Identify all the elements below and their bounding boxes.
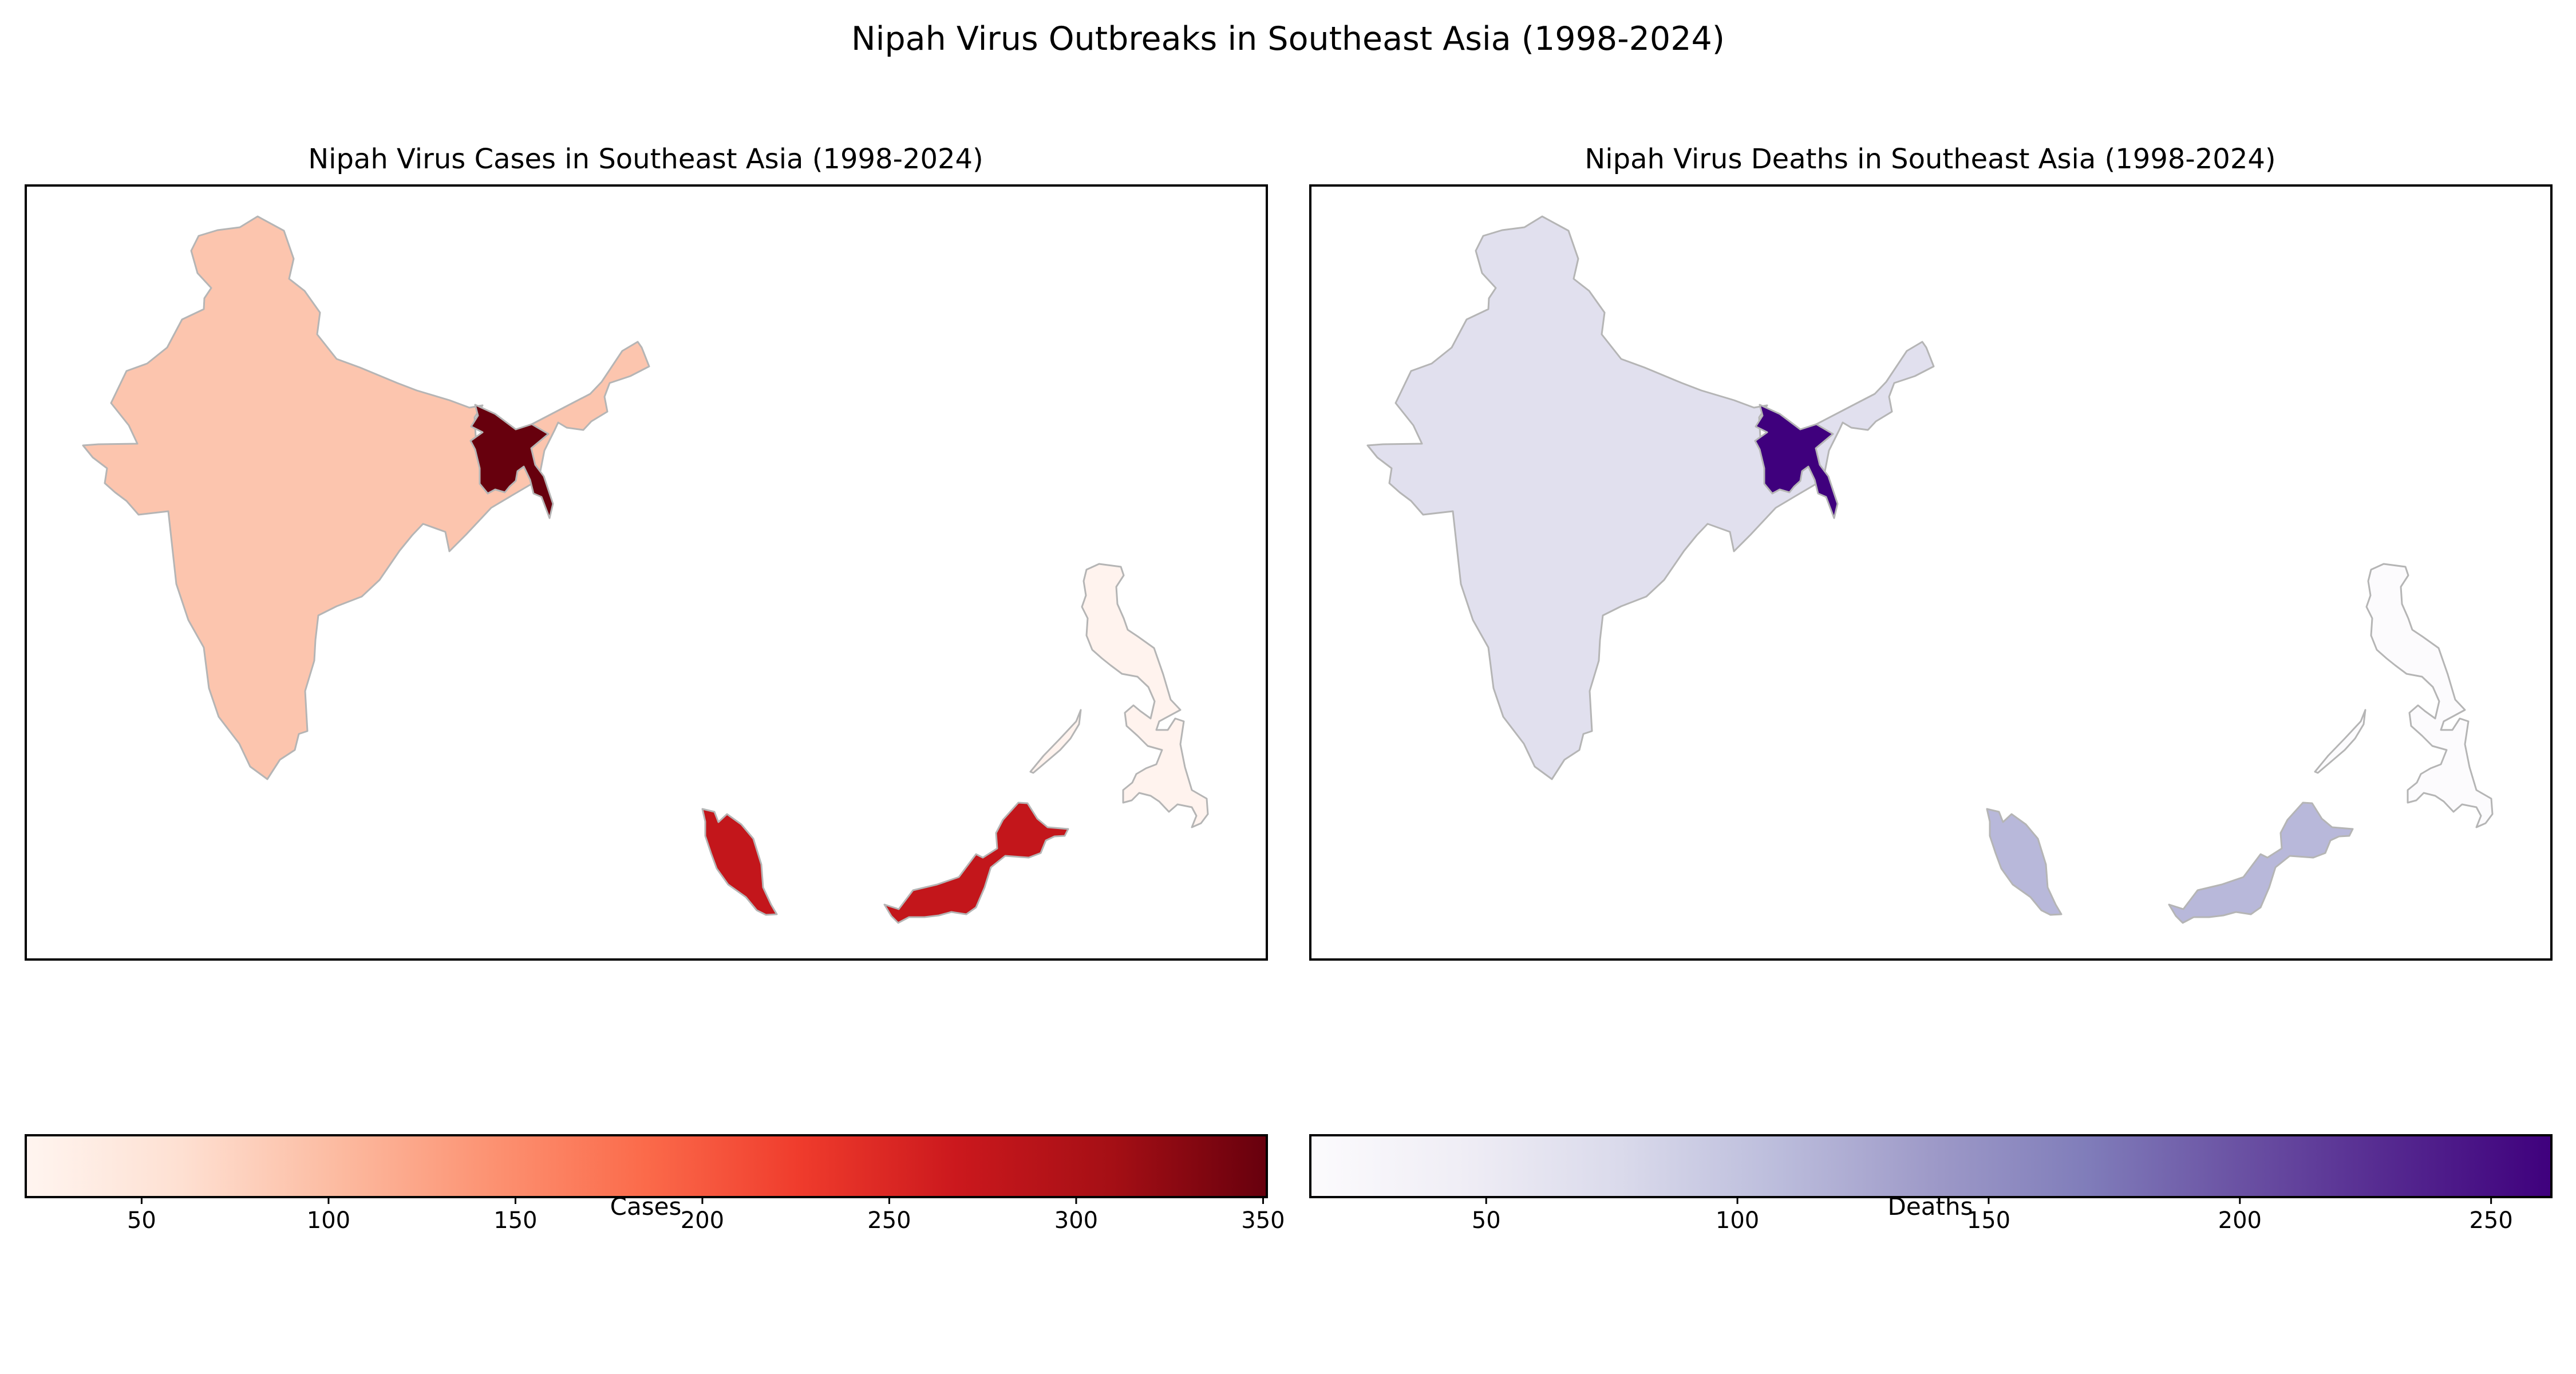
region-bangladesh-cases[interactable] xyxy=(469,404,554,519)
cases-tick-label: 100 xyxy=(307,1207,350,1234)
deaths-tick-label: 150 xyxy=(1967,1207,2010,1234)
region-malaysia-east-deaths[interactable] xyxy=(2168,802,2354,924)
region-philippines-deaths[interactable] xyxy=(2365,563,2494,828)
deaths-colorbar-label: Deaths xyxy=(1888,1193,1973,1221)
region-malaysia-west-cases[interactable] xyxy=(701,808,778,916)
cases-map xyxy=(25,184,1268,961)
deaths-tick-label: 50 xyxy=(1472,1207,1501,1234)
deaths-colorbar-ticks: 50 100 150 200 250 xyxy=(1472,1197,2513,1234)
deaths-colorbar-frame xyxy=(1309,1134,2553,1198)
deaths-map-title: Nipah Virus Deaths in Southeast Asia (19… xyxy=(1585,143,2275,175)
cases-map-frame xyxy=(25,184,1268,961)
deaths-tick-label: 100 xyxy=(1716,1207,1759,1234)
region-palawan-deaths[interactable] xyxy=(2314,709,2366,774)
cases-tick-label: 350 xyxy=(1241,1207,1285,1234)
cases-colorbar: 50 100 150 200 250 300 350 Cases xyxy=(25,1134,1285,1234)
deaths-colorbar: 50 100 150 200 250 Deaths xyxy=(1309,1134,2553,1234)
region-malaysia-east-cases[interactable] xyxy=(883,802,1069,924)
cases-colorbar-fill xyxy=(26,1135,1267,1197)
deaths-map xyxy=(1309,184,2553,961)
region-philippines-cases[interactable] xyxy=(1081,563,1209,828)
region-palawan-cases[interactable] xyxy=(1029,709,1082,774)
deaths-panel: Nipah Virus Deaths in Southeast Asia (19… xyxy=(1309,143,2553,1234)
figure-title: Nipah Virus Outbreaks in Southeast Asia … xyxy=(851,20,1725,58)
cases-tick-label: 50 xyxy=(127,1207,156,1234)
cases-colorbar-label: Cases xyxy=(610,1193,682,1221)
cases-panel: Nipah Virus Cases in Southeast Asia (199… xyxy=(25,143,1285,1234)
cases-map-title: Nipah Virus Cases in Southeast Asia (199… xyxy=(308,143,983,175)
cases-tick-label: 250 xyxy=(867,1207,911,1234)
cases-colorbar-frame xyxy=(25,1134,1268,1198)
region-malaysia-west-deaths[interactable] xyxy=(1986,808,2063,916)
cases-tick-label: 200 xyxy=(681,1207,724,1234)
deaths-colorbar-fill xyxy=(1310,1135,2551,1197)
deaths-tick-label: 250 xyxy=(2469,1207,2512,1234)
deaths-tick-label: 200 xyxy=(2218,1207,2262,1234)
deaths-map-frame xyxy=(1309,184,2553,961)
region-india-cases[interactable] xyxy=(82,215,650,780)
cases-tick-label: 300 xyxy=(1054,1207,1098,1234)
region-bangladesh-deaths[interactable] xyxy=(1754,404,1839,519)
cases-colorbar-ticks: 50 100 150 200 250 300 350 xyxy=(127,1197,1285,1234)
cases-tick-label: 150 xyxy=(493,1207,537,1234)
region-india-deaths[interactable] xyxy=(1366,215,1935,780)
